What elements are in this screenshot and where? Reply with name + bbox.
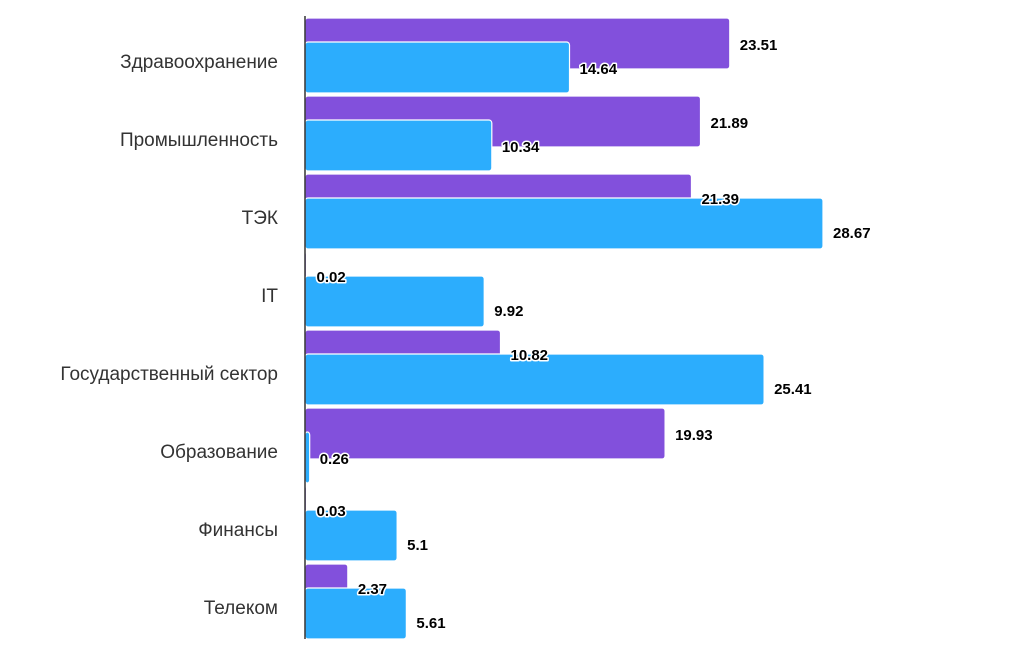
value-label-series-2: 14.64	[580, 61, 618, 78]
category-label: Образование	[160, 442, 278, 463]
bars-layer	[304, 17, 824, 640]
value-label-series-1: 0.03	[317, 503, 346, 520]
bar-series-2	[304, 41, 571, 94]
value-label-series-1: 21.89	[711, 115, 749, 132]
category-label: Государственный сектор	[60, 364, 278, 385]
bar-series-1	[304, 407, 666, 460]
value-label-series-2: 25.41	[774, 381, 812, 398]
value-label-series-2: 28.67	[833, 225, 871, 242]
category-label: Финансы	[198, 520, 278, 541]
value-label-series-1: 21.39	[701, 191, 739, 208]
category-labels: Здравоохранение Промышленность ТЭК IT Госуда…	[60, 52, 278, 619]
value-label-series-2: 10.34	[502, 139, 540, 156]
value-label-series-2: 5.1	[407, 537, 428, 554]
category-label: Здравоохранение	[120, 52, 278, 73]
category-label: IT	[261, 286, 278, 307]
category-label: Телеком	[204, 598, 278, 619]
bar-series-2	[304, 587, 407, 640]
value-label-series-1: 23.51	[740, 37, 778, 54]
bar-series-2	[304, 119, 493, 172]
value-label-series-1: 19.93	[675, 427, 713, 444]
value-label-series-2: 5.61	[416, 615, 445, 632]
labels-layer: 23.51 14.64 21.89 10.34 21.39 28.67 0.02 9.92 10…	[315, 35, 872, 633]
value-label-series-1: 10.82	[510, 347, 548, 364]
value-label-series-2: 9.92	[494, 303, 523, 320]
value-label-series-1: 0.02	[317, 269, 346, 286]
value-label-series-2: 0.26	[320, 451, 349, 468]
category-label: ТЭК	[242, 208, 278, 229]
value-label-series-1: 2.37	[358, 581, 387, 598]
bar-series-2	[304, 197, 824, 250]
category-label: Промышленность	[120, 130, 278, 151]
